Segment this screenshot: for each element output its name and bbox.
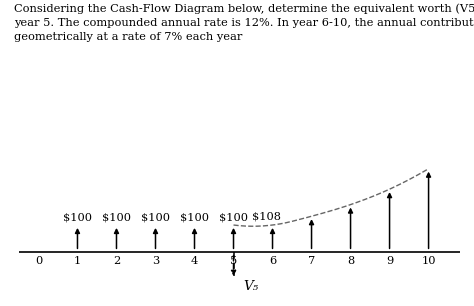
Text: Considering the Cash-Flow Diagram below, determine the equivalent worth (V5) at : Considering the Cash-Flow Diagram below,…	[14, 3, 474, 42]
Text: 6: 6	[269, 256, 276, 266]
Text: $100: $100	[102, 212, 131, 222]
Text: $100: $100	[63, 212, 92, 222]
Text: 2: 2	[113, 256, 120, 266]
Text: 9: 9	[386, 256, 393, 266]
Text: 3: 3	[152, 256, 159, 266]
Text: 4: 4	[191, 256, 198, 266]
Text: 10: 10	[421, 256, 436, 266]
Text: $108: $108	[252, 212, 281, 222]
Text: $100: $100	[180, 212, 209, 222]
Text: 0: 0	[35, 256, 42, 266]
Text: $100: $100	[141, 212, 170, 222]
Text: 5: 5	[230, 256, 237, 266]
Text: $100: $100	[219, 212, 248, 222]
Text: 8: 8	[347, 256, 354, 266]
Text: V₅: V₅	[243, 280, 258, 293]
Text: 7: 7	[308, 256, 315, 266]
Text: 1: 1	[74, 256, 81, 266]
